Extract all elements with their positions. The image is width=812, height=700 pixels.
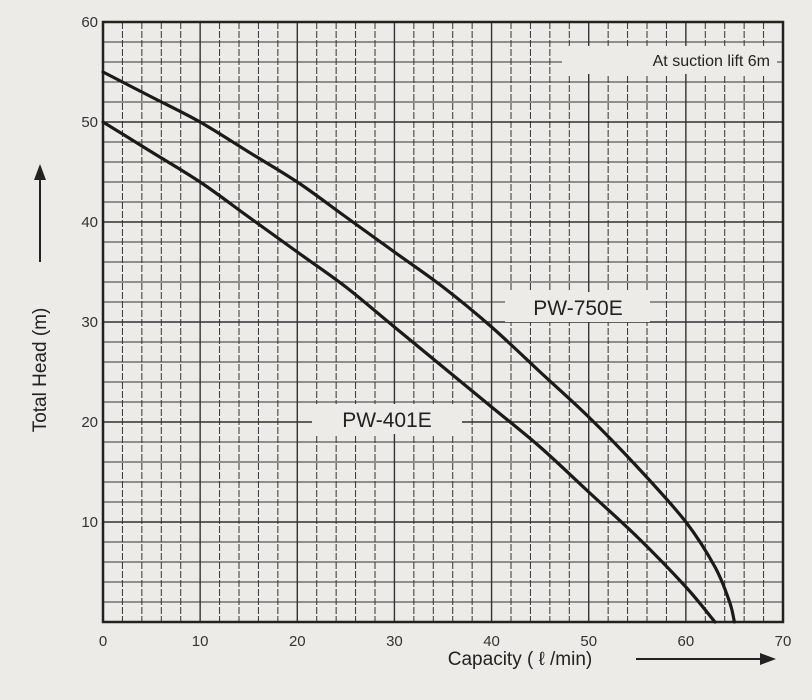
- series-label-background-pw-750e: [505, 292, 650, 322]
- x-tick-label: 70: [775, 633, 792, 650]
- x-axis-arrow: [636, 653, 776, 665]
- y-tick-label: 30: [81, 314, 98, 331]
- series-lines: [101, 70, 736, 624]
- x-tick-label: 0: [99, 633, 107, 650]
- series-label-pw-750e: PW-750E: [533, 297, 623, 320]
- series-line-pw-401e: [101, 120, 717, 624]
- x-tick-label: 20: [289, 633, 306, 650]
- x-tick-label: 40: [483, 633, 500, 650]
- y-axis-title: Total Head (m): [30, 308, 51, 433]
- series-label-pw-401e: PW-401E: [342, 409, 432, 432]
- y-tick-label: 40: [81, 214, 98, 231]
- x-tick-label: 10: [192, 633, 209, 650]
- plot-frame: [101, 20, 785, 624]
- series-label-background-pw-401e: [312, 404, 462, 434]
- annotation-label: At suction lift 6m: [653, 53, 770, 70]
- x-tick-label: 30: [386, 633, 403, 650]
- y-tick-label: 20: [81, 414, 98, 431]
- x-tick-label: 50: [580, 633, 597, 650]
- y-tick-label: 10: [81, 514, 98, 531]
- x-tick-label: 60: [678, 633, 695, 650]
- x-axis-title: Capacity ( ℓ /min): [448, 649, 592, 670]
- y-tick-label: 60: [81, 14, 98, 31]
- y-tick-label: 50: [81, 114, 98, 131]
- x-axis-ticks: 0 10 20 30 40 50 60 70: [99, 633, 792, 650]
- major-grid: [103, 22, 783, 622]
- annotation-background: [562, 46, 777, 74]
- y-axis-arrow: [34, 164, 46, 262]
- y-axis-ticks: 10 20 30 40 50 60: [81, 14, 98, 531]
- series-line-pw-750e: [101, 70, 736, 624]
